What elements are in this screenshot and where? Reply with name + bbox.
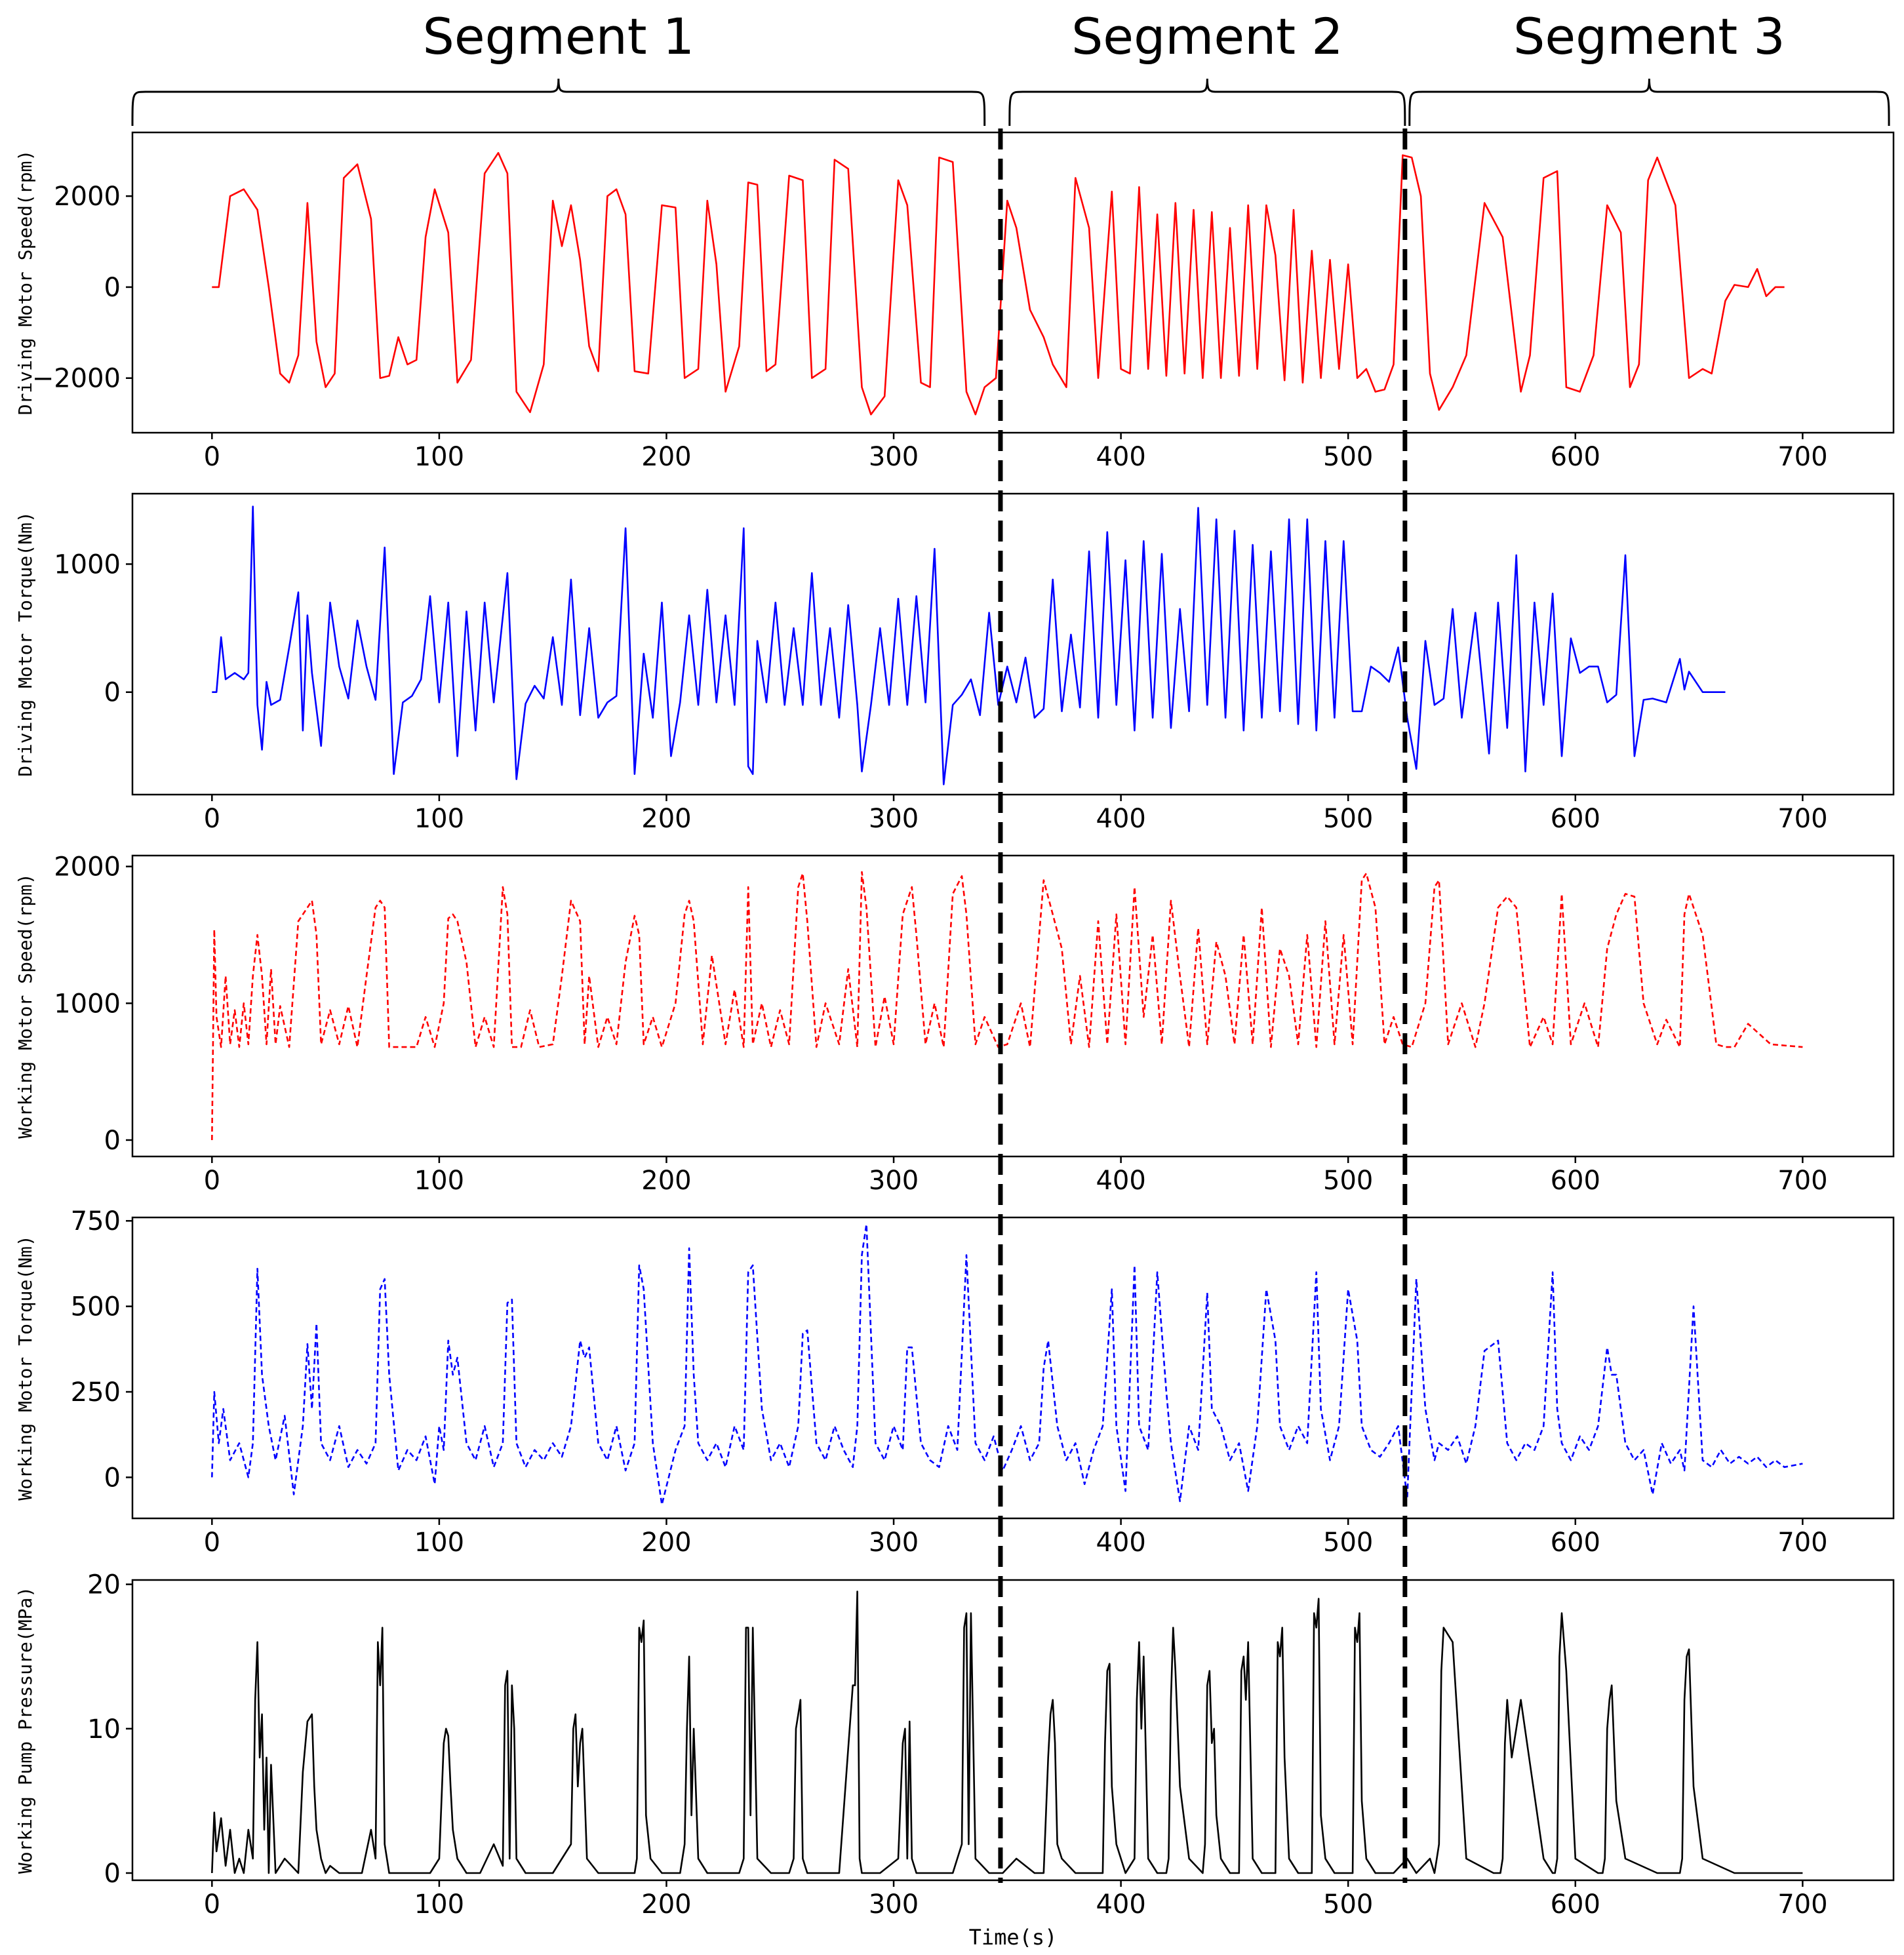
x-tick-label: 700 [1777,1166,1827,1196]
plot-frame [131,854,1895,1158]
y-tick-label: 1000 [54,549,121,580]
y-axis-label: Driving Motor Torque(Nm) [14,511,36,777]
x-tick-label: 0 [204,1528,220,1558]
plot-frame [131,131,1895,434]
x-tick-label: 200 [641,804,691,834]
y-tick-label: 0 [104,1463,121,1493]
x-tick-label: 400 [1096,1889,1145,1920]
x-tick-label: 700 [1777,1528,1827,1558]
x-tick-label: 200 [641,1166,691,1196]
x-tick-label: 300 [869,1528,919,1558]
segment-brace [131,78,986,127]
x-tick-label: 700 [1777,1889,1827,1920]
x-tick-label: 700 [1777,804,1827,834]
y-tick-label: 250 [71,1377,121,1408]
y-tick-label: 0 [104,678,121,708]
x-tick-label: 700 [1777,442,1827,472]
x-tick-label: 400 [1096,1166,1145,1196]
plot-frame [131,492,1895,796]
x-tick-label: 100 [414,1528,464,1558]
y-tick-label: 0 [104,273,121,303]
x-tick-label: 600 [1551,1528,1600,1558]
y-tick-label: 500 [71,1292,121,1322]
y-axis-label: Driving Motor Speed(rpm) [14,150,36,416]
x-tick-label: 100 [414,1166,464,1196]
x-tick-label: 0 [204,804,220,834]
x-tick-label: 600 [1551,1166,1600,1196]
y-axis-label: Working Pump Pressure(MPa) [14,1587,36,1874]
plot-frame [131,1216,1895,1520]
x-tick-label: 300 [869,442,919,472]
x-tick-label: 200 [641,1528,691,1558]
x-axis-label: Time(s) [969,1925,1058,1950]
x-tick-label: 200 [641,442,691,472]
y-tick-label: 2000 [54,182,121,212]
x-tick-label: 400 [1096,1528,1145,1558]
x-tick-label: 100 [414,442,464,472]
y-tick-label: 0 [104,1859,121,1889]
segment-label: Segment 1 [423,7,695,66]
segment-label: Segment 2 [1071,7,1343,66]
x-tick-label: 300 [869,1166,919,1196]
series-line [211,1223,1803,1506]
x-tick-label: 300 [869,804,919,834]
y-axis-label: Working Motor Speed(rpm) [14,873,36,1139]
x-tick-label: 500 [1323,1528,1373,1558]
y-tick-label: 1000 [54,989,121,1019]
y-tick-label: 10 [87,1714,121,1745]
y-tick-label: 20 [87,1570,121,1600]
x-tick-label: 600 [1551,1889,1600,1920]
y-tick-label: −2000 [32,364,121,394]
x-tick-label: 0 [204,1889,220,1920]
y-axis-label: Working Motor Torque(Nm) [14,1235,36,1501]
x-tick-label: 400 [1096,442,1145,472]
series-line [211,1590,1803,1874]
x-tick-label: 100 [414,1889,464,1920]
y-tick-label: 2000 [54,852,121,882]
x-tick-label: 400 [1096,804,1145,834]
x-tick-label: 100 [414,804,464,834]
y-tick-label: 0 [104,1126,121,1156]
x-tick-label: 500 [1323,804,1373,834]
series-line [211,871,1803,1141]
x-tick-label: 0 [204,442,220,472]
x-tick-label: 500 [1323,1166,1373,1196]
x-tick-label: 600 [1551,442,1600,472]
segment-brace [1008,78,1406,127]
x-tick-label: 300 [869,1889,919,1920]
x-tick-label: 0 [204,1166,220,1196]
x-tick-label: 600 [1551,804,1600,834]
x-tick-label: 200 [641,1889,691,1920]
segment-label: Segment 3 [1513,7,1785,66]
x-tick-label: 500 [1323,442,1373,472]
plot-frame [131,1579,1895,1882]
y-tick-label: 750 [71,1206,121,1236]
x-tick-label: 500 [1323,1889,1373,1920]
series-line [212,505,1726,785]
segment-brace [1408,78,1890,127]
